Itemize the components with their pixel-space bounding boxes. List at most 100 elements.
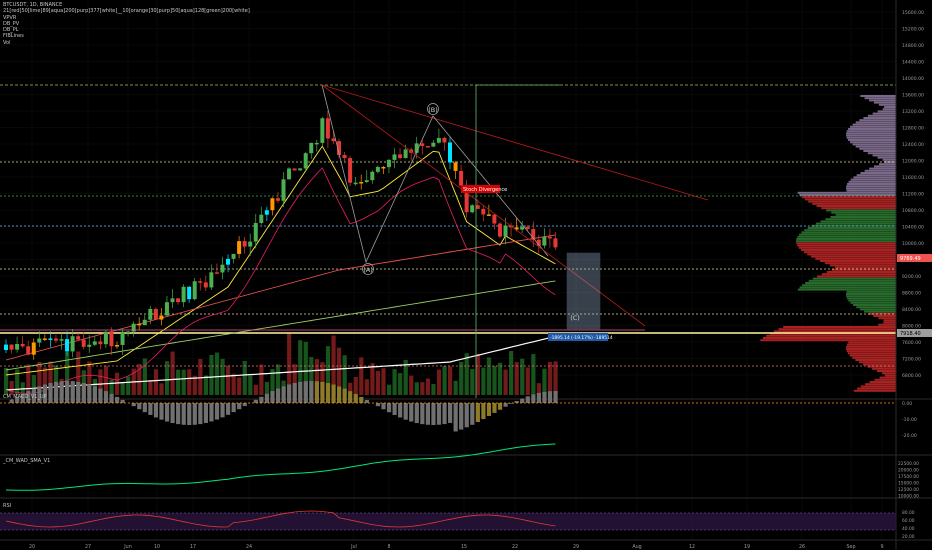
svg-text:9769.49: 9769.49 (900, 256, 921, 262)
ma-green (5, 280, 556, 371)
price-tick-label: 10400.00 (902, 225, 924, 231)
price-tick-label: 10800.00 (902, 208, 924, 214)
candle-body (331, 138, 336, 142)
candle-body (81, 339, 86, 347)
price-tick-label: 10000.00 (902, 241, 924, 247)
candle-body (198, 281, 203, 283)
candle-body (4, 344, 8, 350)
candle-body (153, 308, 158, 320)
candle-body (87, 344, 92, 347)
wad-area (5, 443, 556, 491)
candle-body (120, 331, 125, 345)
candle-body (425, 145, 430, 148)
study-line-3[interactable]: DB_PV (3, 20, 20, 27)
macd-tick-label: -20.00 (902, 433, 917, 439)
candle-body (375, 166, 380, 172)
candle-body (442, 137, 447, 143)
study-line-6[interactable]: Vol (3, 39, 11, 46)
trend-line (321, 84, 709, 201)
price-tick-label: 15200.00 (902, 27, 924, 33)
candle-body (370, 171, 375, 181)
wad-tick-label: 12500.00 (898, 487, 919, 493)
wad-tick-label: 10000.00 (898, 494, 919, 500)
study-line-4[interactable]: DB_PL (3, 27, 19, 34)
candle-body (353, 182, 358, 185)
candle-body (209, 272, 214, 288)
candle-body (59, 339, 64, 341)
ma-red (5, 234, 556, 361)
wad-line (5, 443, 556, 491)
candle-body (31, 342, 36, 355)
price-tick-label: 8000.00 (902, 324, 921, 330)
candle-body (176, 298, 181, 303)
candle-body (226, 258, 230, 265)
candle-body (142, 319, 147, 326)
candle-body (237, 241, 242, 254)
candle-body (26, 346, 31, 355)
pattern-label-c: (C) (570, 314, 580, 322)
price-tick-label: 7200.00 (902, 357, 921, 363)
study-line-2[interactable]: VPVR (3, 14, 17, 21)
measure-box-label[interactable]: -1895.14 (-19.17%) -189514 (548, 333, 613, 341)
price-tick-label: 8400.00 (902, 307, 921, 313)
candle-body (320, 118, 325, 143)
time-axis[interactable]: 20 27 Jun 10 17 24 Jul 8 15 22 29 Aug 12 19 26 Sep 9 (29, 544, 884, 550)
candle-body (48, 338, 53, 340)
candle-body (337, 141, 341, 155)
rsi-tick-label: 60.00 (902, 518, 915, 524)
candle-body (275, 198, 280, 201)
candle-body (264, 210, 269, 215)
candle-body (309, 142, 314, 154)
time-tick-label: 19 (744, 544, 750, 550)
candle-body (536, 239, 541, 246)
candle-body (542, 236, 547, 246)
candle-body (403, 149, 408, 159)
drawings[interactable] (0, 84, 709, 398)
moving-averages (5, 145, 556, 394)
time-tick-label: Aug (632, 544, 641, 550)
svg-text:-1895.14 (-19.17%) -189514: -1895.14 (-19.17%) -189514 (550, 335, 613, 341)
study-line-1[interactable]: 21[red]50[lime]89[aqua]200[purp]377[whit… (3, 8, 250, 15)
candle-body (126, 331, 131, 334)
candle-body (531, 229, 536, 240)
candle-body (287, 168, 292, 180)
candle-body (547, 236, 552, 239)
candle-body (164, 302, 169, 316)
candle-body (65, 339, 70, 352)
candle-body (386, 159, 391, 168)
rsi-line (5, 510, 556, 528)
candle-body (53, 338, 58, 341)
candle-body (42, 338, 47, 340)
price-tick-label: 8800.00 (902, 291, 921, 297)
study-line-5[interactable]: FIBLines (3, 33, 24, 40)
price-tick-label: 12400.00 (902, 142, 924, 148)
candle-body (298, 168, 303, 171)
candle-body (325, 118, 330, 139)
symbol-line[interactable]: BTCUSDT, 1D, BINANCE (3, 2, 63, 8)
candle-body (497, 223, 502, 237)
time-tick-label: 22 (512, 544, 518, 550)
candle-body (248, 241, 253, 247)
candle-body (514, 227, 519, 230)
price-tick-label: 15600.00 (902, 10, 924, 16)
time-tick-label: 26 (799, 544, 805, 550)
price-tick-label: 11200.00 (902, 192, 924, 198)
candlesticks (4, 110, 558, 360)
measure-box (566, 252, 601, 330)
candle-body (159, 315, 164, 320)
candle-body (170, 298, 175, 303)
rsi-band (0, 513, 896, 530)
candle-body (242, 241, 247, 247)
price-axis[interactable]: 15600.00 15200.00 14800.00 14400.00 14000.00… (898, 10, 924, 540)
candle-body (281, 179, 286, 201)
candle-body (453, 162, 458, 171)
candle-body (503, 225, 508, 237)
macd-histogram (9, 381, 558, 432)
price-tick-label: 14800.00 (902, 43, 924, 49)
ma-yellow (5, 145, 556, 376)
candle-body (431, 142, 436, 147)
last-price-tag: 9769.49 (897, 254, 932, 262)
candle-body (192, 281, 197, 300)
